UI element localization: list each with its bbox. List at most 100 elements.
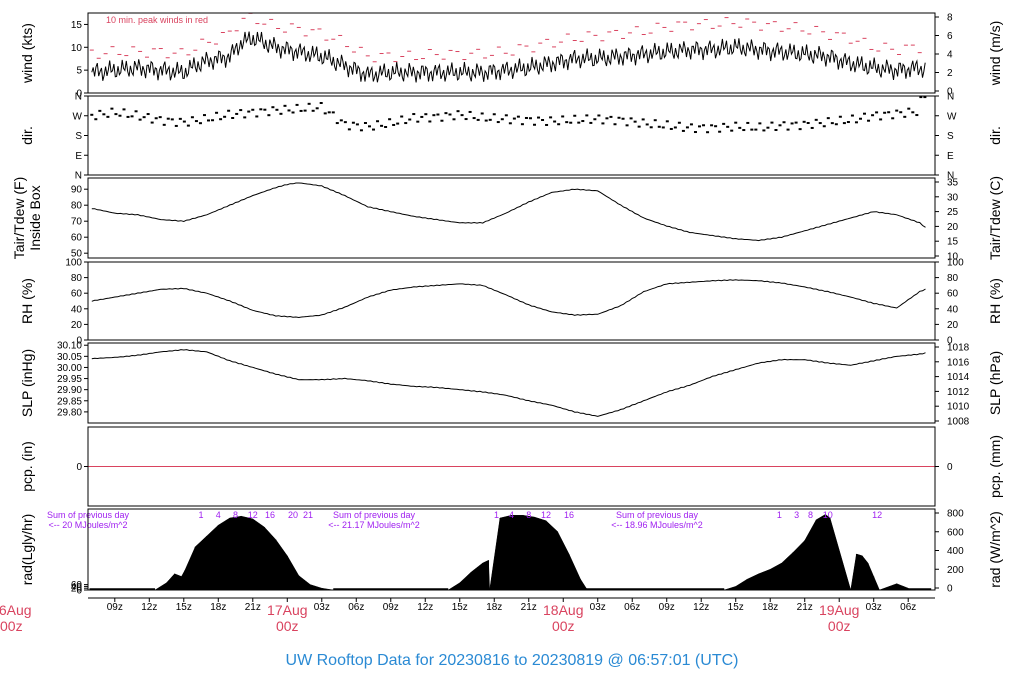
precipitation-panel-frame xyxy=(87,426,936,507)
day-date-label: 19Aug xyxy=(819,602,859,618)
temperature-ylabel-line: Inside Box xyxy=(27,185,43,250)
right-tick-label: 1012 xyxy=(947,387,970,398)
hour-tick-label: 12z xyxy=(141,602,157,613)
radiation-sum-note: <-- 21.17 MJoules/m^2 xyxy=(328,520,420,530)
panel-wind: 0 5 10 15 0 2 4 6 8 wind (kts) wind (m/s) 10 min… xyxy=(19,12,1003,100)
left-tick-label: 20 xyxy=(71,320,83,331)
hour-tick-label: 18z xyxy=(486,602,502,613)
left-tick-label: 60 xyxy=(71,580,83,591)
left-tick-label: 90 xyxy=(71,185,83,196)
right-tick-label: 100 xyxy=(947,258,964,269)
right-tick-label: 15 xyxy=(947,237,959,248)
left-tick-label: 60 xyxy=(71,233,83,244)
hour-tick-label: 06z xyxy=(900,602,916,613)
humidity-ylabel-left: RH (%) xyxy=(19,278,35,324)
radiation-hour-mark: 1 xyxy=(777,510,782,520)
right-tick-label: W xyxy=(947,111,957,122)
wind-axis-ticks: 0 5 10 15 0 2 4 6 8 xyxy=(71,13,953,100)
temperature-panel-frame xyxy=(87,177,936,259)
right-tick-label: 35 xyxy=(947,178,959,189)
left-tick-label: 20 xyxy=(71,584,83,595)
right-tick-label: 1008 xyxy=(947,417,970,428)
left-tick-label: 30.05 xyxy=(57,352,82,363)
hour-tick-label: 21z xyxy=(245,602,261,613)
radiation-hour-mark: 8 xyxy=(233,510,238,520)
mean-line xyxy=(91,31,926,83)
radiation-hour-mark: 8 xyxy=(526,510,531,520)
hour-tick-label: 06z xyxy=(348,602,364,613)
right-tick-label: 200 xyxy=(947,565,964,576)
day-date-label: 16Aug xyxy=(0,602,32,618)
right-tick-label: 1010 xyxy=(947,402,970,413)
left-tick-label: 80 xyxy=(71,273,83,284)
right-tick-label: N xyxy=(947,92,954,103)
right-tick-label: 1014 xyxy=(947,372,970,383)
direction-ylabel-left: dir. xyxy=(19,126,35,145)
day-date-label: 17Aug xyxy=(267,602,307,618)
radiation-hour-mark: 3 xyxy=(794,510,799,520)
left-tick-label: 29.85 xyxy=(57,396,82,407)
radiation-hour-mark: 8 xyxy=(808,510,813,520)
radiation-panel-frame xyxy=(87,508,936,591)
left-tick-label: 40 xyxy=(71,304,83,315)
radiation-hour-mark: 20 xyxy=(288,510,298,520)
right-tick-label: 6 xyxy=(947,31,953,42)
left-tick-label: 0 xyxy=(76,462,82,473)
left-tick-label: 70 xyxy=(71,217,83,228)
radiation-hour-mark: 4 xyxy=(216,510,221,520)
radiation-annotations: Sum of previous day<-- 20 MJoules/m^2Sum… xyxy=(47,510,882,530)
hour-tick-label: 18z xyxy=(210,602,226,613)
relative-humidity-line xyxy=(91,279,926,319)
hour-tick-label: 03z xyxy=(590,602,606,613)
left-tick-label: E xyxy=(75,151,82,162)
left-tick-label: 10 xyxy=(71,43,83,54)
hour-tick-label: 18z xyxy=(762,602,778,613)
radiation-hour-mark: 1 xyxy=(199,510,204,520)
hour-tick-label: 15z xyxy=(728,602,744,613)
temperature-ylabel-right: Tair/Tdew (C) xyxy=(987,176,1003,260)
left-tick-label: 40 xyxy=(71,582,83,593)
right-tick-label: E xyxy=(947,151,954,162)
radiation-hour-mark: 12 xyxy=(541,510,551,520)
right-tick-label: 25 xyxy=(947,207,959,218)
hour-tick-label: 15z xyxy=(452,602,468,613)
radiation-hour-mark: 12 xyxy=(248,510,258,520)
left-tick-label: 30.10 xyxy=(57,341,82,352)
left-tick-label: 29.80 xyxy=(57,407,82,418)
temperature-ylabel-left: Tair/Tdew (F)Inside Box xyxy=(11,177,43,259)
right-tick-label: 60 xyxy=(947,289,959,300)
right-tick-label: 4 xyxy=(947,50,953,61)
radiation-ylabel-right: rad (W/m^2) xyxy=(987,511,1003,588)
left-tick-label: 5 xyxy=(76,66,82,77)
peak-winds-note: 10 min. peak winds in red xyxy=(106,15,208,25)
pressure-panel-frame xyxy=(87,342,936,424)
right-tick-label: 0 xyxy=(947,336,953,347)
right-tick-label: 80 xyxy=(947,273,959,284)
right-tick-label: 20 xyxy=(947,320,959,331)
hour-tick-label: 09z xyxy=(659,602,675,613)
radiation-sum-note: Sum of previous day xyxy=(333,510,416,520)
precipitation-ylabel-right: pcp. (mm) xyxy=(987,435,1003,498)
hour-tick-label: 06z xyxy=(624,602,640,613)
left-tick-label: 29.90 xyxy=(57,385,82,396)
time-axis: 09z 12z 15z 18z 21z 03z 06z 09z 12z 15z 18z 21z 03z 0… xyxy=(0,597,935,634)
right-tick-label: 2 xyxy=(947,68,953,79)
right-tick-label: S xyxy=(947,131,954,142)
right-tick-label: 800 xyxy=(947,509,964,520)
hour-tick-label: 03z xyxy=(866,602,882,613)
left-tick-label: 80 xyxy=(71,201,83,212)
right-tick-label: 0 xyxy=(947,462,953,473)
left-tick-label: N xyxy=(75,171,82,182)
hour-tick-label: 09z xyxy=(383,602,399,613)
panel-radiation: Sum of previous day<-- 20 MJoules/m^2Sum… xyxy=(19,508,1003,597)
left-tick-label: W xyxy=(73,111,83,122)
radiation-daylight-bars xyxy=(447,515,587,591)
right-tick-label: 10 xyxy=(947,252,959,263)
radiation-daylight-bars xyxy=(724,514,909,591)
radiation-daylight-bars xyxy=(154,515,334,591)
